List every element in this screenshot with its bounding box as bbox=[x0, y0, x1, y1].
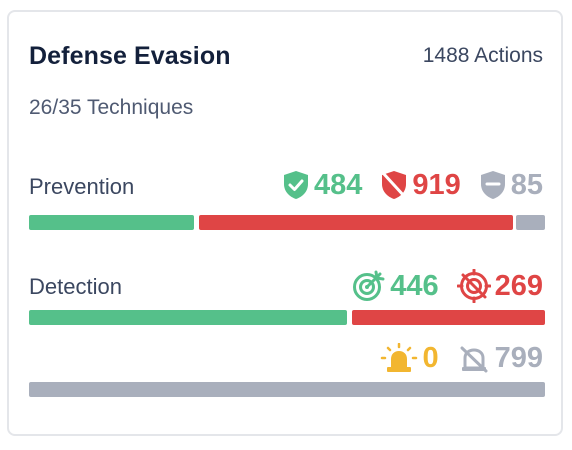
not-prevented-stat: 919 bbox=[380, 168, 461, 202]
not-detected-bar bbox=[352, 310, 545, 325]
not-detected-stat: 269 bbox=[456, 269, 543, 303]
siren-icon bbox=[381, 343, 418, 372]
card-title: Defense Evasion bbox=[29, 42, 231, 70]
not-alerted-bar bbox=[29, 382, 545, 397]
prevention-label: Prevention bbox=[29, 174, 135, 199]
prevented-stat: 484 bbox=[282, 169, 362, 202]
shield-minus-icon bbox=[480, 171, 505, 199]
prevention-stats: 484 919 85 bbox=[282, 167, 543, 203]
shield-off-icon bbox=[381, 171, 407, 199]
defense-evasion-card[interactable]: Defense Evasion 1488 Actions 26/35 Techn… bbox=[7, 10, 563, 436]
shield-check-icon bbox=[283, 171, 308, 199]
no-result-stat: 85 bbox=[479, 169, 543, 202]
alerted-count: 0 bbox=[422, 341, 439, 374]
alert-stats: 0 799 bbox=[380, 340, 543, 376]
not-detected-count: 269 bbox=[494, 269, 543, 302]
not-alerted-stat: 799 bbox=[457, 342, 543, 375]
no-result-bar bbox=[516, 215, 545, 230]
detection-stats: 446 269 bbox=[352, 268, 543, 304]
alerted-stat: 0 bbox=[380, 341, 439, 375]
detection-label: Detection bbox=[29, 274, 122, 299]
not-prevented-bar bbox=[199, 215, 513, 230]
detected-count: 446 bbox=[390, 269, 439, 302]
target-check-icon bbox=[353, 270, 385, 301]
prevented-count: 484 bbox=[313, 168, 363, 201]
target-off-icon bbox=[456, 269, 491, 303]
not-alerted-count: 799 bbox=[494, 341, 543, 374]
not-prevented-count: 919 bbox=[412, 168, 461, 201]
prevented-bar bbox=[29, 215, 194, 230]
no-result-count: 85 bbox=[510, 168, 543, 201]
actions-count: 1488 Actions bbox=[422, 44, 543, 67]
detected-stat: 446 bbox=[352, 269, 439, 303]
techniques-count: 26/35 Techniques bbox=[29, 96, 194, 119]
bell-off-icon bbox=[460, 346, 488, 373]
detected-bar bbox=[29, 310, 347, 325]
